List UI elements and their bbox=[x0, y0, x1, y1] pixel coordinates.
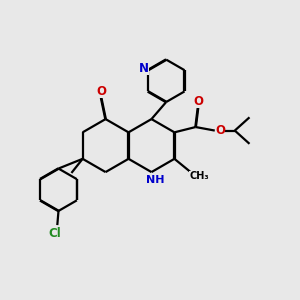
Text: N: N bbox=[139, 62, 149, 75]
Text: Cl: Cl bbox=[49, 227, 61, 240]
Text: O: O bbox=[193, 95, 203, 108]
Text: CH₃: CH₃ bbox=[189, 171, 209, 181]
Text: NH: NH bbox=[146, 175, 164, 185]
Text: O: O bbox=[96, 85, 106, 98]
Text: O: O bbox=[215, 124, 225, 137]
